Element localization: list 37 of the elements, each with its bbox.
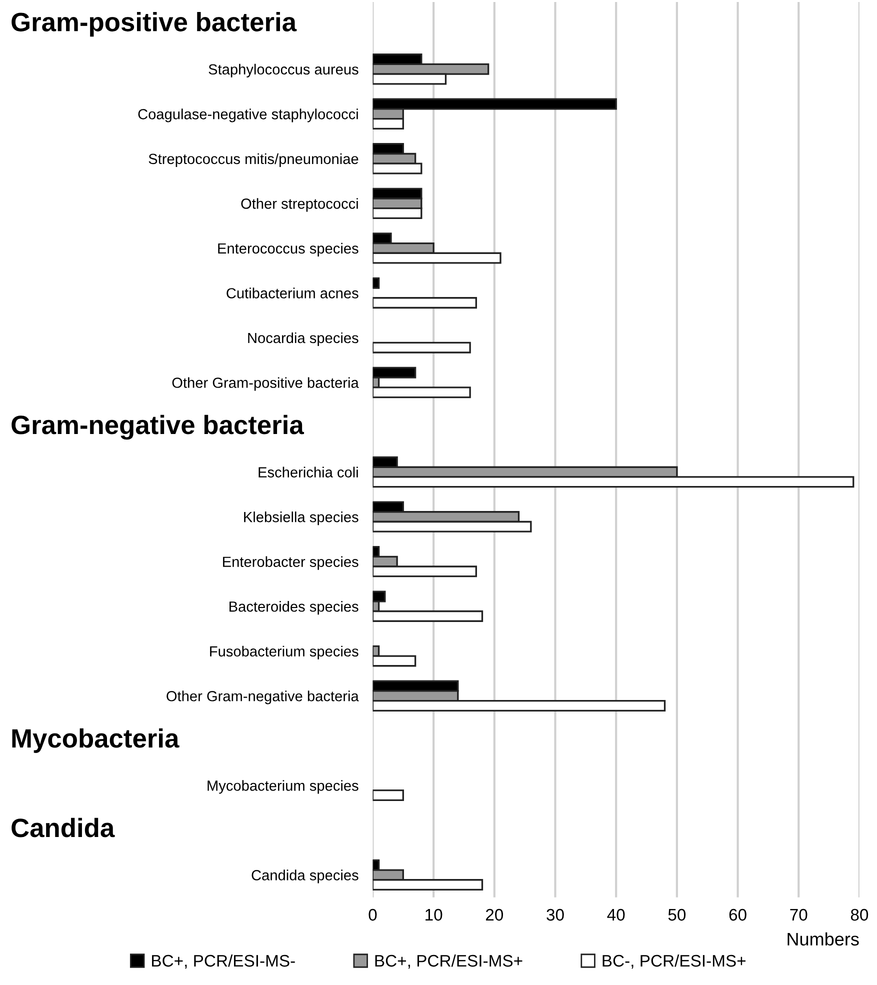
- y-tick-label: Bacteroides species: [230, 601, 358, 615]
- x-tick-label: 60: [729, 908, 746, 921]
- legend-label: BC+, PCR/ESI-MS-: [152, 954, 295, 969]
- y-tick-label: Candida species: [252, 870, 358, 884]
- x-tick-label: 0: [368, 908, 377, 921]
- y-tick-label: Other Gram-negative bacteria: [166, 690, 359, 704]
- legend-label: BC+, PCR/ESI-MS+: [375, 954, 522, 969]
- text: Gram-negative bacteria: [12, 414, 304, 440]
- y-tick-label: Cutibacterium acnes: [226, 288, 358, 298]
- y-tick-label: Streptococcus mitis/pneumoniae: [148, 153, 358, 167]
- y-tick-label: Enterobacter species: [223, 556, 358, 570]
- text: Gram-positive bacteria: [12, 12, 297, 37]
- text: Mycobacteria: [12, 728, 180, 753]
- y-tick-label: Mycobacterium species: [208, 780, 358, 794]
- y-tick-label: Escherichia coli: [258, 466, 358, 478]
- legend-label: BC-, PCR/ESI-MS+: [602, 954, 746, 969]
- x-tick-label: 10: [426, 908, 442, 921]
- y-tick-label: Fusobacterium species: [210, 646, 358, 660]
- y-tick-label: Other streptococci: [241, 198, 358, 212]
- x-tick-label: 20: [486, 908, 504, 921]
- bar: [372, 790, 404, 802]
- x-tick-label: 30: [546, 908, 564, 921]
- bar: [372, 277, 380, 289]
- y-tick-label: Coagulase-negative staphylococci: [138, 108, 358, 122]
- x-tick-label: 70: [790, 908, 808, 921]
- bar: [372, 342, 471, 354]
- y-tick-label: Nocardia species: [248, 332, 358, 346]
- y-tick-label: Other Gram-positive bacteria: [172, 377, 359, 391]
- x-tick-label: 80: [850, 908, 868, 921]
- bar: [372, 297, 477, 309]
- x-tick-label: 50: [668, 908, 686, 921]
- x-axis-title: Numbers: [788, 932, 859, 946]
- y-tick-label: Klebsiella species: [244, 512, 358, 526]
- x-tick-label: 40: [607, 908, 625, 921]
- text: Candida: [12, 818, 115, 838]
- y-tick-label: Staphylococcus aureus: [208, 64, 358, 78]
- y-tick-label: Enterococcus species: [218, 242, 358, 257]
